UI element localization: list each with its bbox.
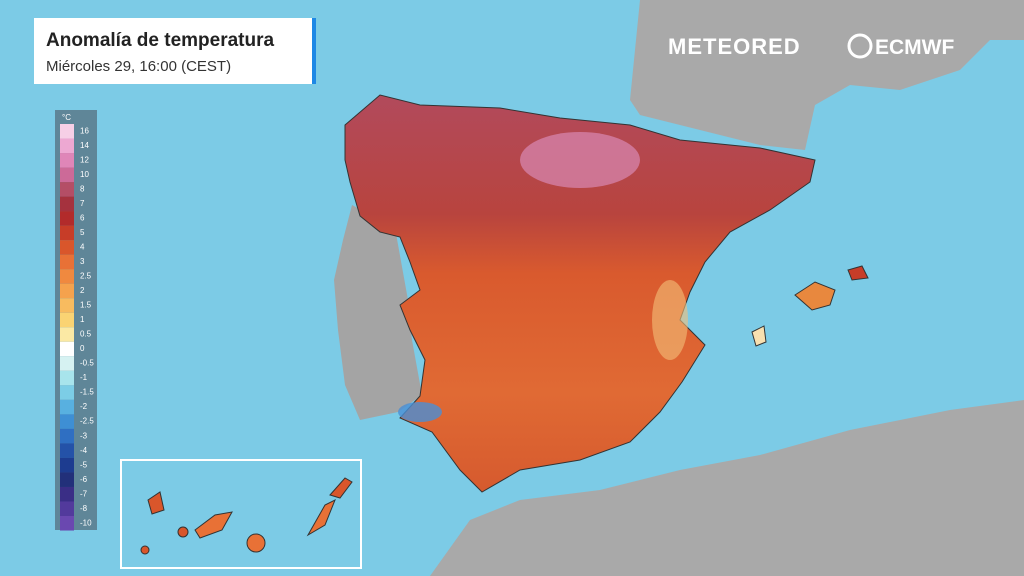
legend-tick: -1 [80,373,88,382]
legend-swatch [60,370,74,386]
legend-tick: 2.5 [80,272,92,281]
hot-area [520,132,640,188]
legend-swatch [60,443,74,458]
legend-tick: -5 [80,460,88,469]
legend: °C 16 14 12 10 8 7 6 5 4 3 2.5 2 1.5 1 0.5 0 -0.5 -1 -1.5 -… [55,110,97,531]
legend-tick: 1.5 [80,301,92,310]
legend-swatch [60,457,74,473]
island [329,477,353,499]
legend-tick: -8 [80,504,88,513]
legend-swatch [60,399,74,415]
legend-swatch [60,312,74,328]
legend-tick: -1.5 [80,388,94,397]
legend-swatch [60,516,74,531]
island [177,526,189,538]
legend-tick: 4 [80,243,85,252]
legend-swatch [60,283,74,299]
island [194,511,233,539]
legend-tick: 0.5 [80,330,92,339]
legend-swatch [60,341,74,357]
land-africa [430,400,1024,576]
legend-tick: -7 [80,489,88,498]
legend-swatch [60,501,74,516]
legend-tick: 1 [80,315,85,324]
land-portugal [334,205,422,420]
legend-tick: 0 [80,344,85,353]
cool-area [398,402,442,422]
island [306,498,336,537]
legend-swatch [60,167,74,183]
subtitle: Miércoles 29, 16:00 (CEST) [46,58,231,75]
island-ibiza [751,325,767,347]
legend-tick: 16 [80,126,89,135]
legend-swatch [60,327,74,342]
legend-tick: 7 [80,199,85,208]
legend-swatch [60,225,74,241]
island-mallorca [794,281,836,311]
legend-tick: 12 [80,155,89,164]
legend-tick: -6 [80,475,88,484]
legend-tick: 14 [80,141,89,150]
legend-swatch [60,269,74,284]
brand-logo: METEORED [668,34,801,59]
legend-tick: 3 [80,257,85,266]
header-box [34,18,316,84]
legend-tick: -0.5 [80,359,94,368]
legend-swatch [60,138,74,154]
legend-tick: 2 [80,286,85,295]
legend-tick: -3 [80,431,88,440]
island [246,533,266,553]
legend-swatch [60,196,74,212]
legend-swatch [60,124,74,139]
title: Anomalía de temperatura [46,30,274,51]
land-france [630,0,1024,150]
legend-tick: 8 [80,184,85,193]
canary-inset [120,459,362,569]
legend-swatch [60,298,74,313]
mild-area [652,280,688,360]
header-accent [312,18,316,84]
legend-swatch [60,486,74,502]
legend-swatch [60,182,74,197]
partner-icon [847,33,873,59]
legend-tick: 5 [80,228,85,237]
legend-swatch [60,385,74,400]
legend-swatch [60,240,74,255]
legend-unit: °C [62,113,71,122]
legend-swatch [60,254,74,270]
legend-swatch [60,153,74,168]
legend-swatch [60,414,74,429]
legend-swatch [60,428,74,444]
island [147,491,165,515]
legend-tick: 6 [80,213,85,222]
legend-swatch [60,472,74,487]
legend-tick: -2 [80,402,88,411]
legend-tick: 10 [80,170,89,179]
island-menorca [847,265,869,281]
partner-logo: ECMWF [875,36,954,59]
legend-swatch [60,211,74,226]
island [140,545,150,555]
legend-tick: -10 [80,518,92,527]
legend-tick: -2.5 [80,417,94,426]
legend-swatch [60,356,74,371]
legend-tick: -4 [80,446,88,455]
land-spain [344,94,816,493]
